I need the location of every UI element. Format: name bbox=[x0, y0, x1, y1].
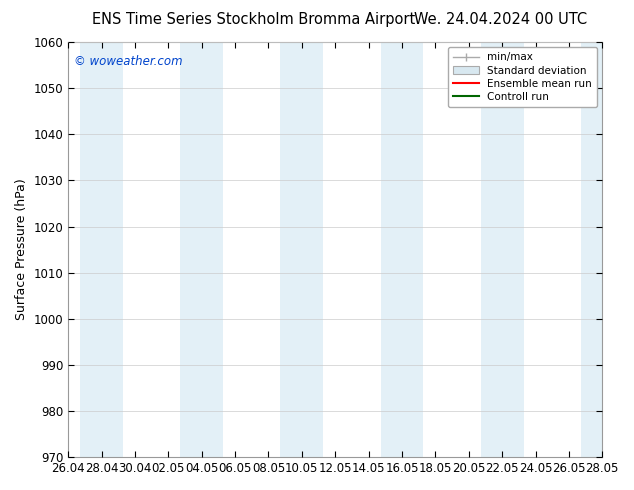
Legend: min/max, Standard deviation, Ensemble mean run, Controll run: min/max, Standard deviation, Ensemble me… bbox=[448, 47, 597, 107]
Bar bbox=[380, 42, 424, 457]
Bar bbox=[280, 42, 323, 457]
Y-axis label: Surface Pressure (hPa): Surface Pressure (hPa) bbox=[15, 179, 28, 320]
Text: We. 24.04.2024 00 UTC: We. 24.04.2024 00 UTC bbox=[414, 12, 588, 27]
Bar bbox=[581, 42, 624, 457]
Bar bbox=[80, 42, 123, 457]
Text: © woweather.com: © woweather.com bbox=[74, 54, 182, 68]
Text: ENS Time Series Stockholm Bromma Airport: ENS Time Series Stockholm Bromma Airport bbox=[92, 12, 415, 27]
Bar bbox=[481, 42, 524, 457]
Bar bbox=[180, 42, 223, 457]
